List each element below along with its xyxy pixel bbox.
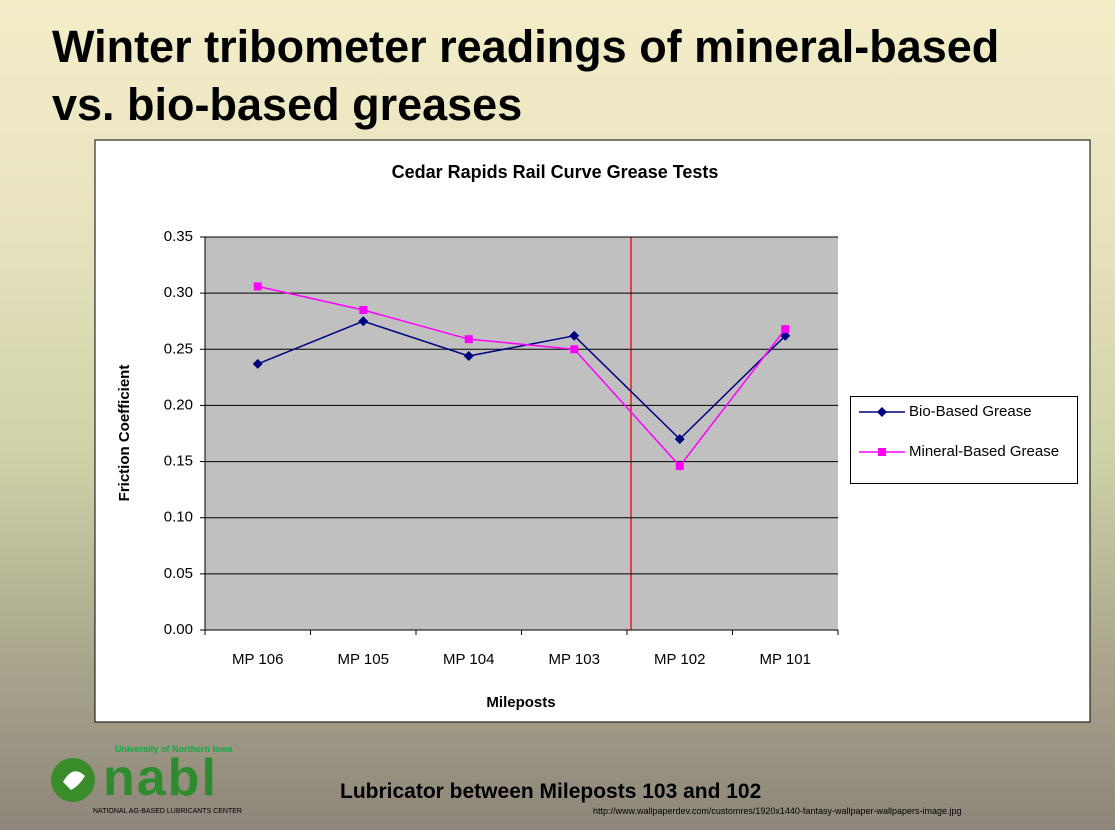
caption: Lubricator between Mileposts 103 and 102 [340,780,762,803]
x-tick-label: MP 106 [232,651,283,668]
point [570,345,579,354]
point [358,316,369,327]
slide-title: Winter tribometer readings of mineral-ba… [52,21,1000,130]
y-tick-label: 0.05 [164,565,193,582]
logo-leaf [63,771,85,790]
y-tick-label: 0.30 [164,284,193,301]
point [463,351,474,362]
y-tick-label: 0.20 [164,396,193,413]
legend: Bio-Based Grease Mineral-Based Grease [850,396,1078,484]
legend-label: Bio-Based Grease [909,403,1032,420]
point [569,330,580,341]
point [781,325,790,334]
x-axis-label: Mileposts [486,694,555,711]
y-tick-label: 0.25 [164,340,193,357]
point [878,448,886,456]
logo-tagline: NATIONAL AG-BASED LUBRICANTS CENTER [93,808,242,815]
logo: University of Northern Iowa nabl NATIONA… [45,742,260,818]
point [252,358,263,369]
point [675,462,684,471]
y-axis-label: Friction Coefficient [116,365,133,502]
logo-university: University of Northern Iowa [115,744,233,754]
chart-title: Cedar Rapids Rail Curve Grease Tests [392,162,719,182]
y-tick-label: 0.35 [164,228,193,245]
logo-name: nabl [103,749,218,807]
x-tick-label: MP 101 [760,651,811,668]
legend-label: Mineral-Based Grease [909,443,1060,460]
x-tick-label: MP 103 [549,651,600,668]
x-tick-label: MP 102 [654,651,705,668]
source-url: http://www.wallpaperdev.com/customres/19… [593,806,962,816]
point [674,434,685,445]
x-tick-label: MP 105 [338,651,389,668]
legend-swatch [859,448,905,456]
point [253,282,262,291]
x-tick-label: MP 104 [443,651,494,668]
logo-graphic [51,758,95,802]
legend-swatch [859,407,905,417]
series-line [257,320,786,441]
y-tick-label: 0.00 [164,621,193,638]
point [877,407,887,417]
plot-area [205,237,838,630]
series-line [257,285,786,468]
point [359,305,368,314]
y-tick-label: 0.10 [164,509,193,526]
y-tick-label: 0.15 [164,453,193,470]
point [464,335,473,344]
